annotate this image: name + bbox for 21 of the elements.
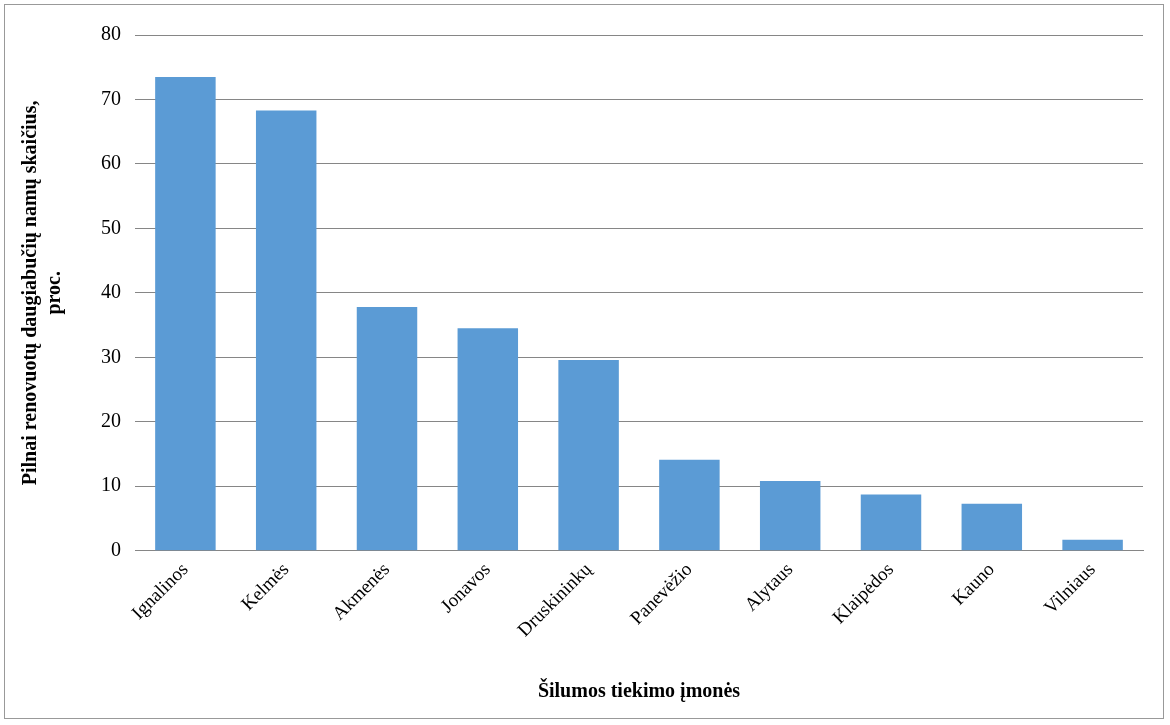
bar: [659, 459, 720, 551]
x-axis-title: Šilumos tiekimo įmonės: [537, 678, 741, 703]
y-tick-label: 50: [101, 215, 121, 238]
y-tick-label: 10: [101, 473, 121, 496]
y-tick-label: 20: [101, 409, 121, 432]
bar: [255, 110, 317, 551]
bar: [1062, 539, 1123, 551]
bar: [155, 76, 216, 551]
bar: [356, 307, 418, 551]
y-tick-label: 30: [101, 344, 121, 367]
y-axis-title: Pilnai renovuotų daugiabučių namų skaičius, proc.: [18, 100, 66, 486]
bar: [759, 481, 821, 551]
bar: [961, 503, 1023, 551]
y-tick-label: 70: [101, 86, 121, 109]
bar: [558, 359, 619, 551]
y-tick-label: 80: [101, 22, 121, 45]
y-tick-label: 0: [111, 537, 121, 560]
y-tick-label: 40: [101, 280, 121, 303]
bar: [860, 494, 922, 551]
y-tick-label: 60: [101, 151, 121, 174]
bar: [457, 328, 519, 551]
